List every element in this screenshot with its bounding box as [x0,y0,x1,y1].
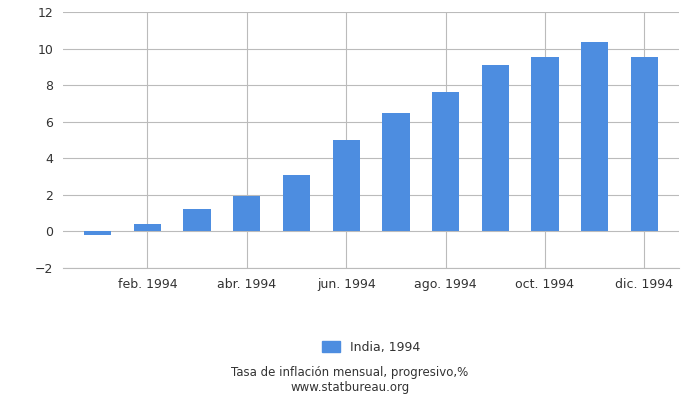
Bar [283,175,310,232]
Bar [84,232,111,235]
Bar [581,42,608,232]
Bar [183,210,211,232]
Text: Tasa de inflación mensual, progresivo,%
www.statbureau.org: Tasa de inflación mensual, progresivo,% … [232,366,468,394]
Bar [432,92,459,232]
Bar [332,140,360,232]
Legend: India, 1994: India, 1994 [316,336,426,359]
Bar [134,224,161,232]
Bar [531,57,559,232]
Bar [631,57,658,232]
Bar [233,196,260,232]
Bar [482,65,509,232]
Bar [382,112,410,232]
